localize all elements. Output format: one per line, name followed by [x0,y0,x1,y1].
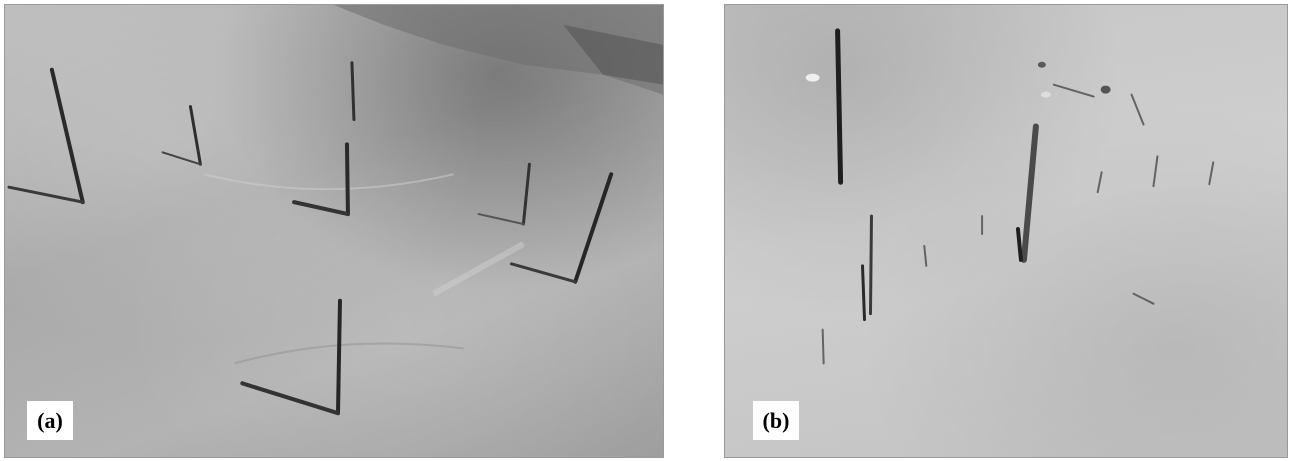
sand-stakes-photo-a [7,5,663,416]
panel-label-b: (b) [753,401,799,440]
panel-label-a: (a) [27,401,73,440]
photo-panel-a: (a) [4,4,664,458]
photo-panel-b: (b) [724,4,1288,458]
sand-stakes-photo-b [805,28,1215,365]
